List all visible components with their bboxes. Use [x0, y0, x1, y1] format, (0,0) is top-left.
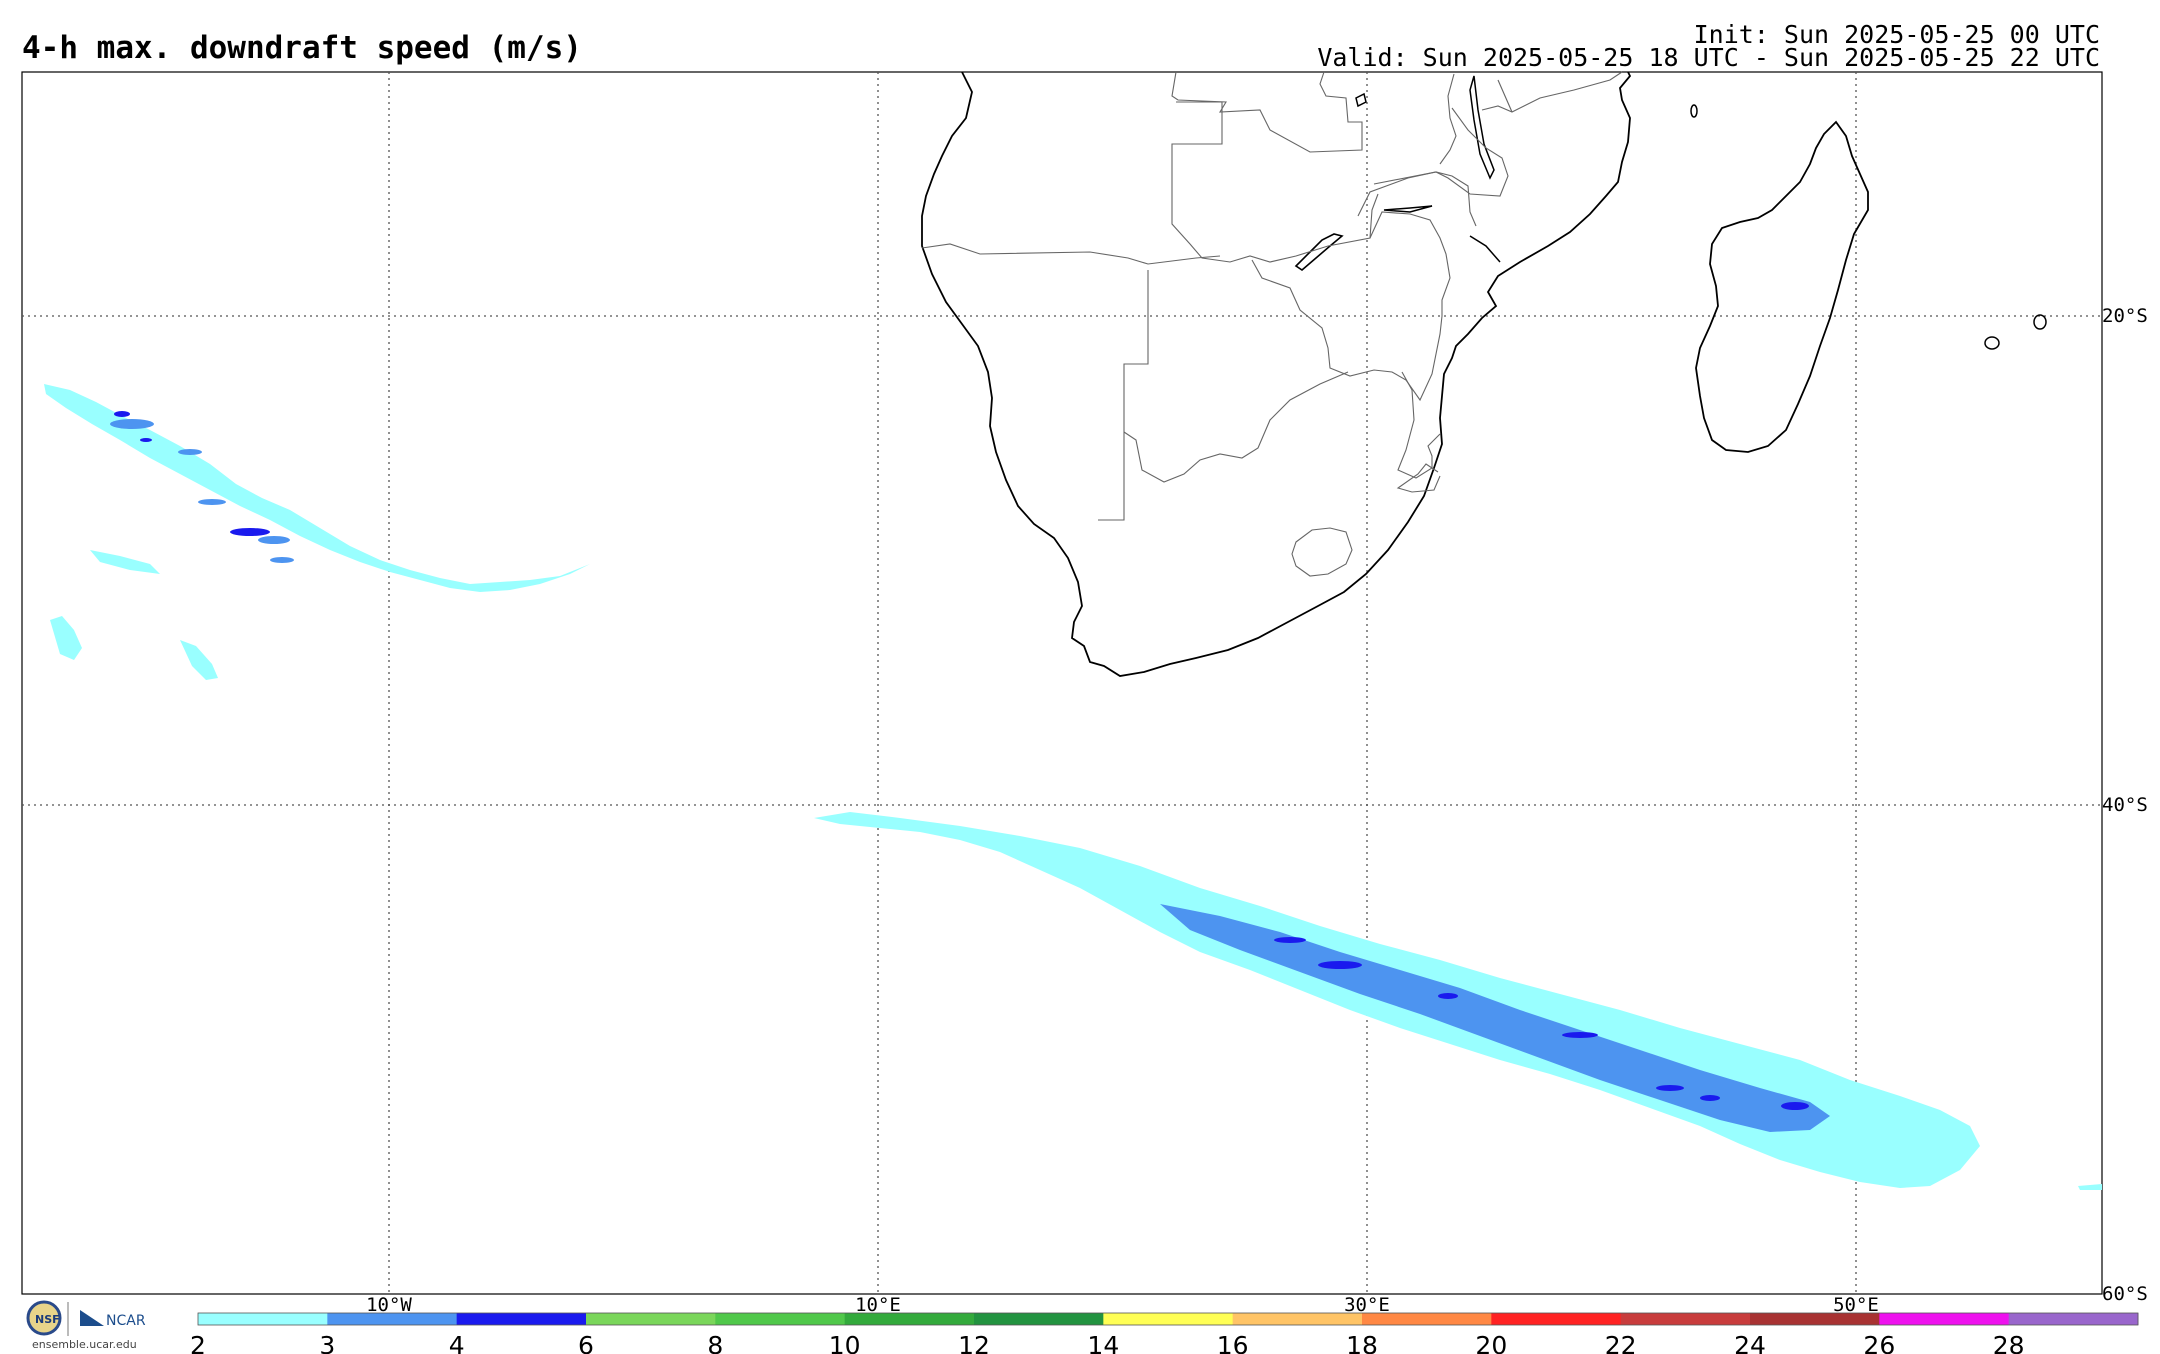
lon-label-50e: 50°E [1833, 1294, 1879, 1316]
lake-kariba [1294, 233, 1344, 272]
colorbar-tick-label: 10 [829, 1331, 861, 1354]
nsf-globe-icon [26, 1300, 62, 1336]
colorbar-tick-label: 16 [1217, 1331, 1249, 1354]
nsf-ncar-logo: NSF NCAR [26, 1300, 146, 1336]
colorbar-tick-label: 12 [958, 1331, 990, 1354]
colorbar-segment [1362, 1313, 1492, 1325]
comoros-island [1690, 104, 1698, 118]
valid-time: Valid: Sun 2025-05-25 18 UTC - Sun 2025-… [1317, 43, 2100, 72]
colorbar-segment [1232, 1313, 1363, 1325]
colorbar-segment [198, 1313, 328, 1325]
colorbar-segment [1750, 1313, 1880, 1325]
lat-label-40s: 40°S [2102, 794, 2148, 816]
madagascar-coastline [1695, 120, 1869, 453]
colorbar-tick-label: 24 [1734, 1331, 1766, 1354]
colorbar-segment [844, 1313, 975, 1325]
colorbar-segment [327, 1313, 458, 1325]
colorbar-segment [586, 1313, 716, 1325]
colorbar-tick-label: 8 [707, 1331, 723, 1354]
init-time: Init: Sun 2025-05-25 00 UTC [1693, 20, 2100, 49]
gridlines [22, 72, 2102, 1294]
cahora-bassa [1383, 205, 1433, 213]
svg-text:NCAR: NCAR [106, 1313, 146, 1329]
colorbar-segment [1620, 1313, 1751, 1325]
africa-coastline [921, 71, 1632, 677]
lesotho-border [1291, 527, 1353, 577]
downdraft-swath-south [814, 812, 2102, 1190]
colorbar-segment [2008, 1313, 2139, 1325]
colorbar-tick-label: 18 [1346, 1331, 1378, 1354]
patch-west-blue [110, 419, 294, 563]
colorbar-tick-label: 2 [190, 1331, 206, 1354]
lake-malawi [1469, 75, 1495, 180]
colorbar-segment [974, 1313, 1104, 1325]
svg-text:NSF: NSF [35, 1313, 60, 1326]
patch-west-dark [114, 411, 270, 536]
colorbar-tick-label: 20 [1475, 1331, 1507, 1354]
lat-label-20s: 20°S [2102, 305, 2148, 327]
ncar-mark-icon [80, 1310, 104, 1326]
colorbar-tick-label: 22 [1605, 1331, 1637, 1354]
colorbar-segment [1491, 1313, 1622, 1325]
patch-west-light [44, 384, 590, 592]
reunion-island [1984, 336, 2000, 350]
lon-label-10e: 10°E [855, 1294, 901, 1316]
country-borders [921, 71, 1623, 577]
lake-small [1355, 92, 1367, 108]
map-title: 4-h max. downdraft speed (m/s) [22, 30, 582, 66]
patch-west-light-3 [180, 640, 218, 680]
colorbar-tick-label: 3 [319, 1331, 335, 1354]
colorbar-segment [1103, 1313, 1234, 1325]
colorbar-tick-label: 14 [1087, 1331, 1119, 1354]
colorbar: 2 3 4 6 8 10 12 14 16 18 20 22 24 26 28 [190, 1312, 2139, 1354]
colorbar-segment [715, 1313, 846, 1325]
colorbar-segment [456, 1313, 587, 1325]
logo-url: ensemble.ucar.edu [32, 1338, 137, 1351]
lon-label-30e: 30°E [1344, 1294, 1390, 1316]
patch-west-light-2 [50, 616, 82, 660]
colorbar-border [197, 1312, 2139, 1326]
colorbar-tick-label: 28 [1993, 1331, 2025, 1354]
colorbar-tick-label: 6 [578, 1331, 594, 1354]
patch-west-light-4 [90, 550, 160, 574]
colorbar-tick-label: 4 [449, 1331, 465, 1354]
swath-4-6 [1274, 937, 1809, 1110]
colorbar-tick-label: 26 [1863, 1331, 1895, 1354]
downdraft-patches-west [44, 384, 590, 680]
colorbar-segment [1879, 1313, 2010, 1325]
lake-lines-2 [1469, 235, 1501, 263]
lat-label-60s: 60°S [2102, 1283, 2148, 1305]
swath-tail [2078, 1184, 2102, 1190]
swath-3-4 [1160, 904, 1830, 1132]
mauritius-island [2033, 314, 2047, 330]
lon-label-10w: 10°W [366, 1294, 412, 1316]
